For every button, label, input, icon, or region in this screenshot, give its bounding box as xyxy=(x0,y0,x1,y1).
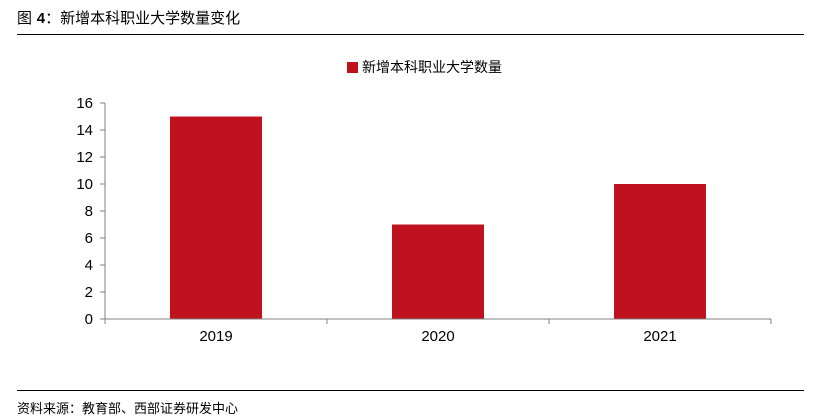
bottom-rule xyxy=(17,390,804,391)
y-tick-label: 8 xyxy=(85,203,93,220)
source-note: 资料来源：教育部、西部证券研发中心 xyxy=(17,402,239,417)
figure-number: 4 xyxy=(36,10,46,27)
legend-swatch xyxy=(347,62,358,73)
figure-title-prefix: 图 xyxy=(17,9,37,27)
bars xyxy=(170,116,706,319)
top-rule xyxy=(17,34,804,35)
y-tick-label: 14 xyxy=(76,122,93,139)
figure-title: 图 4：新增本科职业大学数量变化 xyxy=(17,7,240,28)
y-tick-label: 4 xyxy=(85,257,93,274)
legend-label: 新增本科职业大学数量 xyxy=(362,60,502,76)
y-tick-label: 6 xyxy=(85,230,93,247)
y-tick-label: 12 xyxy=(76,149,93,166)
x-axis: 2019 2020 2021 xyxy=(104,318,772,345)
bar-2020 xyxy=(392,224,484,319)
x-tick-label: 2020 xyxy=(421,328,454,345)
y-tick-label: 10 xyxy=(76,176,93,193)
bar-2019 xyxy=(170,116,262,319)
chart-legend: 新增本科职业大学数量 xyxy=(347,60,502,76)
x-tick-label: 2019 xyxy=(199,328,232,345)
y-tick-label: 16 xyxy=(76,95,93,112)
figure-title-text: ：新增本科职业大学数量变化 xyxy=(45,9,241,27)
y-axis: 0 2 4 6 8 10 12 14 16 xyxy=(76,95,106,328)
bar-2021 xyxy=(614,184,706,319)
x-tick-label: 2021 xyxy=(643,328,676,345)
bar-chart: 新增本科职业大学数量 0 2 4 6 8 10 12 14 16 2019 2020 2021 xyxy=(76,60,772,345)
y-tick-label: 2 xyxy=(85,284,93,301)
y-tick-label: 0 xyxy=(85,311,93,328)
